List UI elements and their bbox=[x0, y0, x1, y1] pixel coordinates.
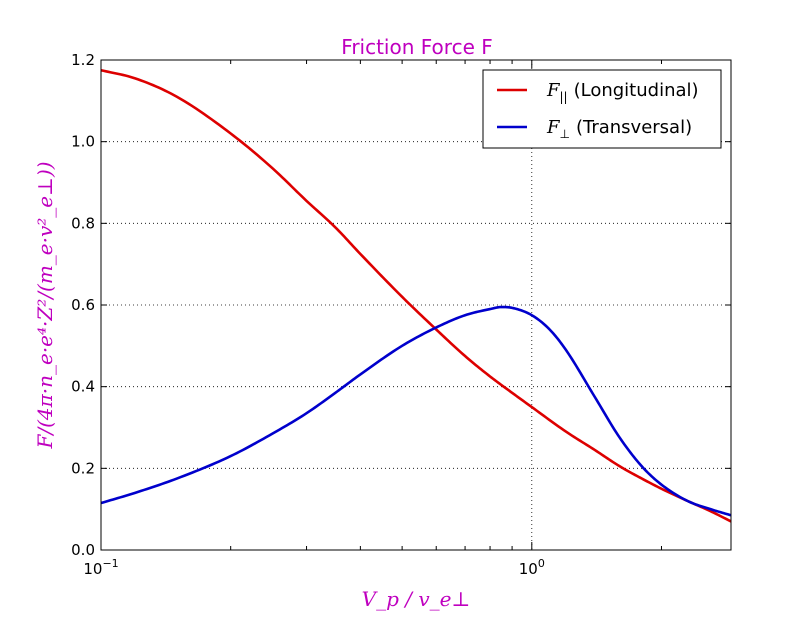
x-tick-label: 100 bbox=[519, 557, 545, 578]
y-tick-label: 0.0 bbox=[71, 541, 95, 559]
legend: F|| (Longitudinal) F⊥ (Transversal) bbox=[482, 69, 722, 149]
series-lines bbox=[100, 68, 732, 523]
series-line-longitudinal bbox=[100, 68, 732, 523]
axis-ticks: 0.0 0.2 0.4 0.6 0.8 1.0 1.2 10−1 100 bbox=[71, 51, 731, 578]
legend-label: F|| (Longitudinal) bbox=[546, 80, 699, 104]
y-tick-label: 0.6 bbox=[71, 296, 95, 314]
y-tick-label: 1.0 bbox=[71, 133, 95, 151]
y-tick-label: 1.2 bbox=[71, 51, 95, 69]
x-tick-label: 10−1 bbox=[83, 557, 118, 578]
x-axis-label: V_p / v_e⊥ bbox=[362, 587, 471, 611]
legend-label: F⊥ (Transversal) bbox=[546, 117, 692, 141]
legend-box bbox=[482, 69, 722, 149]
y-axis-label: F/(4π·n_e·e⁴·Z²/(m_e·v²_e⊥)) bbox=[33, 161, 57, 449]
chart-title: Friction Force F bbox=[341, 35, 492, 59]
series-line-transversal bbox=[100, 305, 732, 517]
y-tick-label: 0.8 bbox=[71, 214, 95, 232]
y-tick-label: 0.2 bbox=[71, 459, 95, 477]
y-tick-label: 0.4 bbox=[71, 378, 95, 396]
